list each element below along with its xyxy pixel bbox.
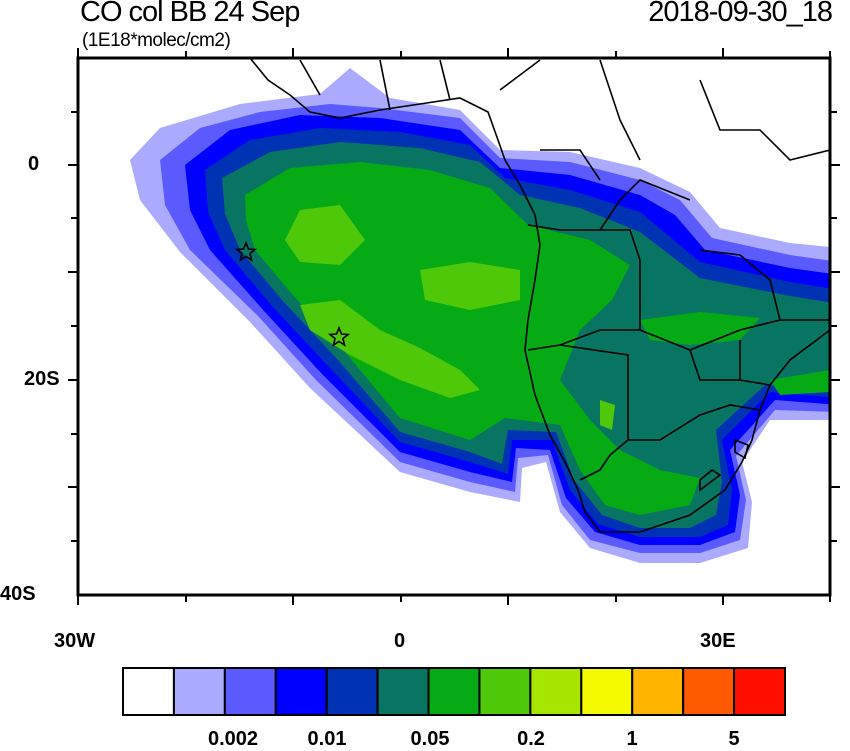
country-borders	[299, 59, 830, 492]
colorbar-swatch	[733, 667, 786, 716]
colorbar-label: 0.05	[410, 728, 450, 750]
africa-coast	[249, 58, 830, 533]
colorbar-label: 0.002	[207, 728, 259, 750]
lat-label-0: 0	[28, 153, 40, 175]
colorbar-swatch	[682, 667, 736, 716]
lat-label-40s: 40S	[0, 583, 36, 605]
colorbar-swatch	[529, 667, 583, 716]
star-marker-2	[327, 325, 351, 347]
colorbar-label: 1	[626, 728, 638, 750]
colorbar-swatch	[478, 667, 532, 716]
star-marker-1	[234, 240, 258, 262]
plot-title: CO col BB 24 Sep	[80, 0, 300, 28]
colorbar-swatch	[122, 667, 175, 716]
axis-ticks	[68, 48, 840, 605]
timestamp: 2018-09-30_18	[648, 0, 833, 28]
colorbar-swatch	[580, 667, 634, 716]
lat-label-20s: 20S	[24, 368, 60, 390]
colorbar-swatch	[172, 667, 226, 716]
colorbar-swatch	[223, 667, 277, 716]
colorbar-swatch	[376, 667, 430, 716]
co-plume	[130, 68, 830, 563]
colorbar-swatch	[274, 667, 328, 716]
lon-label-0: 0	[394, 630, 406, 652]
lon-label-30e: 30E	[700, 630, 736, 652]
colorbar-swatch	[325, 667, 379, 716]
colorbar-label: 5	[728, 728, 740, 750]
colorbar-label: 0.2	[517, 728, 545, 750]
contour-0.1	[245, 162, 830, 515]
markers	[234, 240, 351, 347]
colorbar-swatch	[631, 667, 685, 716]
coastlines	[249, 58, 830, 533]
colorbar-label: 0.01	[307, 728, 347, 750]
units-label: (1E18*molec/cm2)	[82, 30, 231, 51]
lon-label-30w: 30W	[54, 630, 96, 652]
colorbar	[122, 667, 786, 716]
colorbar-swatch	[427, 667, 481, 716]
contour-0.2	[285, 205, 615, 430]
